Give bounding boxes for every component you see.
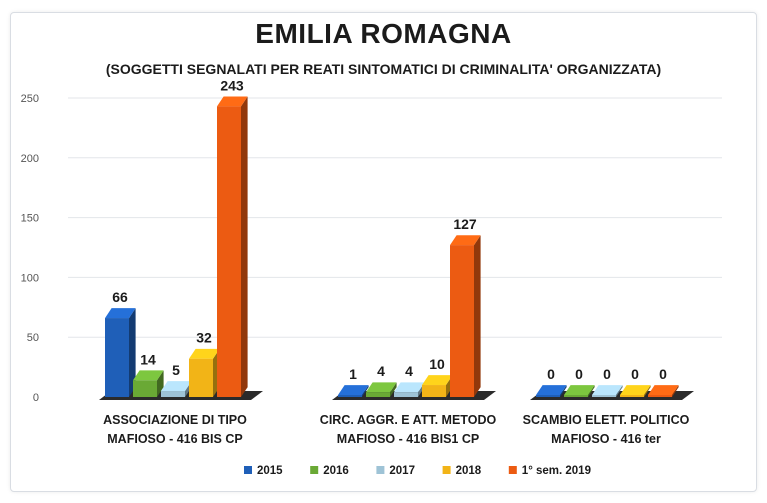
bar bbox=[450, 245, 474, 397]
data-label: 4 bbox=[377, 363, 385, 379]
chart-subtitle: (SOGGETTI SEGNALATI PER REATI SINTOMATIC… bbox=[105, 61, 662, 77]
legend-label: 1° sem. 2019 bbox=[522, 465, 591, 477]
y-tick-label: 250 bbox=[21, 93, 39, 105]
bar-top bbox=[394, 382, 425, 393]
legend-swatch bbox=[244, 466, 252, 474]
bar-top bbox=[422, 375, 453, 386]
bar-top bbox=[338, 385, 369, 395]
legend-swatch bbox=[508, 466, 517, 474]
category-label: MAFIOSO - 416 BIS CP bbox=[107, 432, 242, 446]
category-label: MAFIOSO - 416 BIS1 CP bbox=[337, 432, 479, 446]
bar bbox=[620, 395, 644, 397]
data-label: 0 bbox=[575, 366, 583, 382]
bar-top bbox=[536, 385, 567, 395]
legend-label: 2018 bbox=[456, 465, 482, 477]
bar-side bbox=[588, 385, 595, 397]
legend-label: 2015 bbox=[257, 465, 283, 477]
data-label: 243 bbox=[220, 77, 244, 93]
chart-frame bbox=[10, 12, 757, 492]
data-label: 10 bbox=[429, 356, 445, 372]
bar bbox=[133, 380, 157, 397]
bar-top bbox=[217, 96, 248, 107]
data-label: 32 bbox=[196, 330, 212, 346]
bar-top bbox=[564, 385, 595, 395]
y-tick-label: 150 bbox=[21, 213, 39, 225]
legend-label: 2016 bbox=[323, 465, 349, 477]
bar-side bbox=[129, 308, 136, 397]
bar-side bbox=[616, 385, 623, 397]
bar bbox=[592, 395, 616, 397]
y-tick-label: 200 bbox=[21, 153, 39, 165]
bar bbox=[105, 318, 129, 397]
bar-side bbox=[362, 385, 369, 397]
bar-side bbox=[560, 385, 567, 397]
y-tick-label: 50 bbox=[27, 332, 39, 344]
bar bbox=[394, 392, 418, 397]
legend-label: 2017 bbox=[389, 465, 415, 477]
data-label: 0 bbox=[547, 366, 555, 382]
data-label: 0 bbox=[659, 366, 667, 382]
bar-top bbox=[450, 235, 481, 246]
data-label: 66 bbox=[112, 289, 128, 305]
bar-top bbox=[648, 385, 679, 395]
data-label: 0 bbox=[631, 366, 639, 382]
category-label: MAFIOSO - 416 ter bbox=[551, 432, 661, 446]
bar-side bbox=[390, 382, 397, 397]
bar-top bbox=[105, 308, 136, 319]
bar-top bbox=[189, 348, 220, 359]
bar-top bbox=[133, 370, 164, 381]
legend-swatch bbox=[442, 466, 451, 474]
bar-side bbox=[474, 235, 481, 397]
y-tick-label: 100 bbox=[21, 272, 39, 284]
bar-top bbox=[592, 385, 623, 395]
bar-top bbox=[366, 382, 397, 393]
bar bbox=[161, 391, 185, 397]
bar-side bbox=[157, 370, 164, 397]
data-label: 127 bbox=[453, 216, 477, 232]
bar bbox=[366, 392, 390, 397]
bar bbox=[422, 385, 446, 397]
bar bbox=[217, 106, 241, 397]
bar-side bbox=[241, 96, 248, 398]
bar-top bbox=[620, 385, 651, 395]
bar-side bbox=[644, 385, 651, 397]
bar bbox=[338, 395, 362, 397]
bar-top bbox=[161, 381, 192, 392]
bar bbox=[564, 395, 588, 397]
category-label: ASSOCIAZIONE DI TIPO bbox=[103, 413, 247, 427]
bar bbox=[536, 395, 560, 397]
bar-side bbox=[672, 385, 679, 397]
data-label: 14 bbox=[140, 351, 156, 367]
data-label: 5 bbox=[172, 362, 180, 378]
data-label: 4 bbox=[405, 363, 413, 379]
category-label: CIRC. AGGR. E ATT. METODO bbox=[320, 413, 497, 427]
legend-swatch bbox=[310, 466, 319, 474]
chart-title: EMILIA ROMAGNA bbox=[255, 18, 512, 49]
y-tick-label: 0 bbox=[33, 392, 39, 404]
data-label: 1 bbox=[349, 366, 357, 382]
legend-swatch bbox=[376, 466, 385, 474]
category-label: SCAMBIO ELETT. POLITICO bbox=[523, 413, 690, 427]
bar bbox=[648, 395, 672, 397]
data-label: 0 bbox=[603, 366, 611, 382]
bar bbox=[189, 358, 213, 397]
